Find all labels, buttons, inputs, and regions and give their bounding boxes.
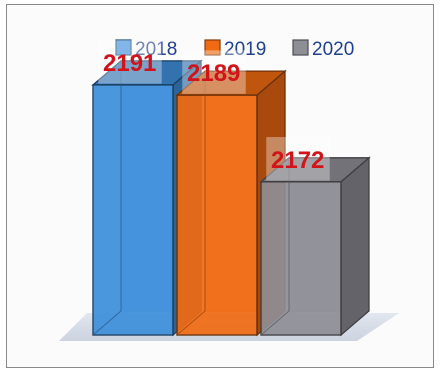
data-label-2019: 2189 <box>187 60 240 87</box>
legend-swatch-2018 <box>115 39 132 56</box>
legend-swatch-2020 <box>292 39 309 56</box>
legend-label-2019: 2019 <box>224 39 266 60</box>
legend: 2018 2019 2020 <box>115 39 354 60</box>
data-label-2020: 2172 <box>271 147 324 174</box>
data-label-box-2019 <box>182 50 246 94</box>
data-label-2018: 2191 <box>103 50 156 77</box>
bar-2019 <box>175 69 287 337</box>
legend-label-2018: 2018 <box>135 39 177 60</box>
data-label-box-2020 <box>266 137 330 181</box>
chart-frame: 2018 2019 2020 2191 2189 2172 <box>6 4 434 368</box>
data-label-box-2018 <box>98 40 162 84</box>
legend-label-2020: 2020 <box>312 39 354 60</box>
bar-2020 <box>259 156 371 337</box>
bar-chart: 2018 2019 2020 2191 2189 2172 <box>59 39 399 341</box>
legend-swatch-2019 <box>204 39 221 56</box>
